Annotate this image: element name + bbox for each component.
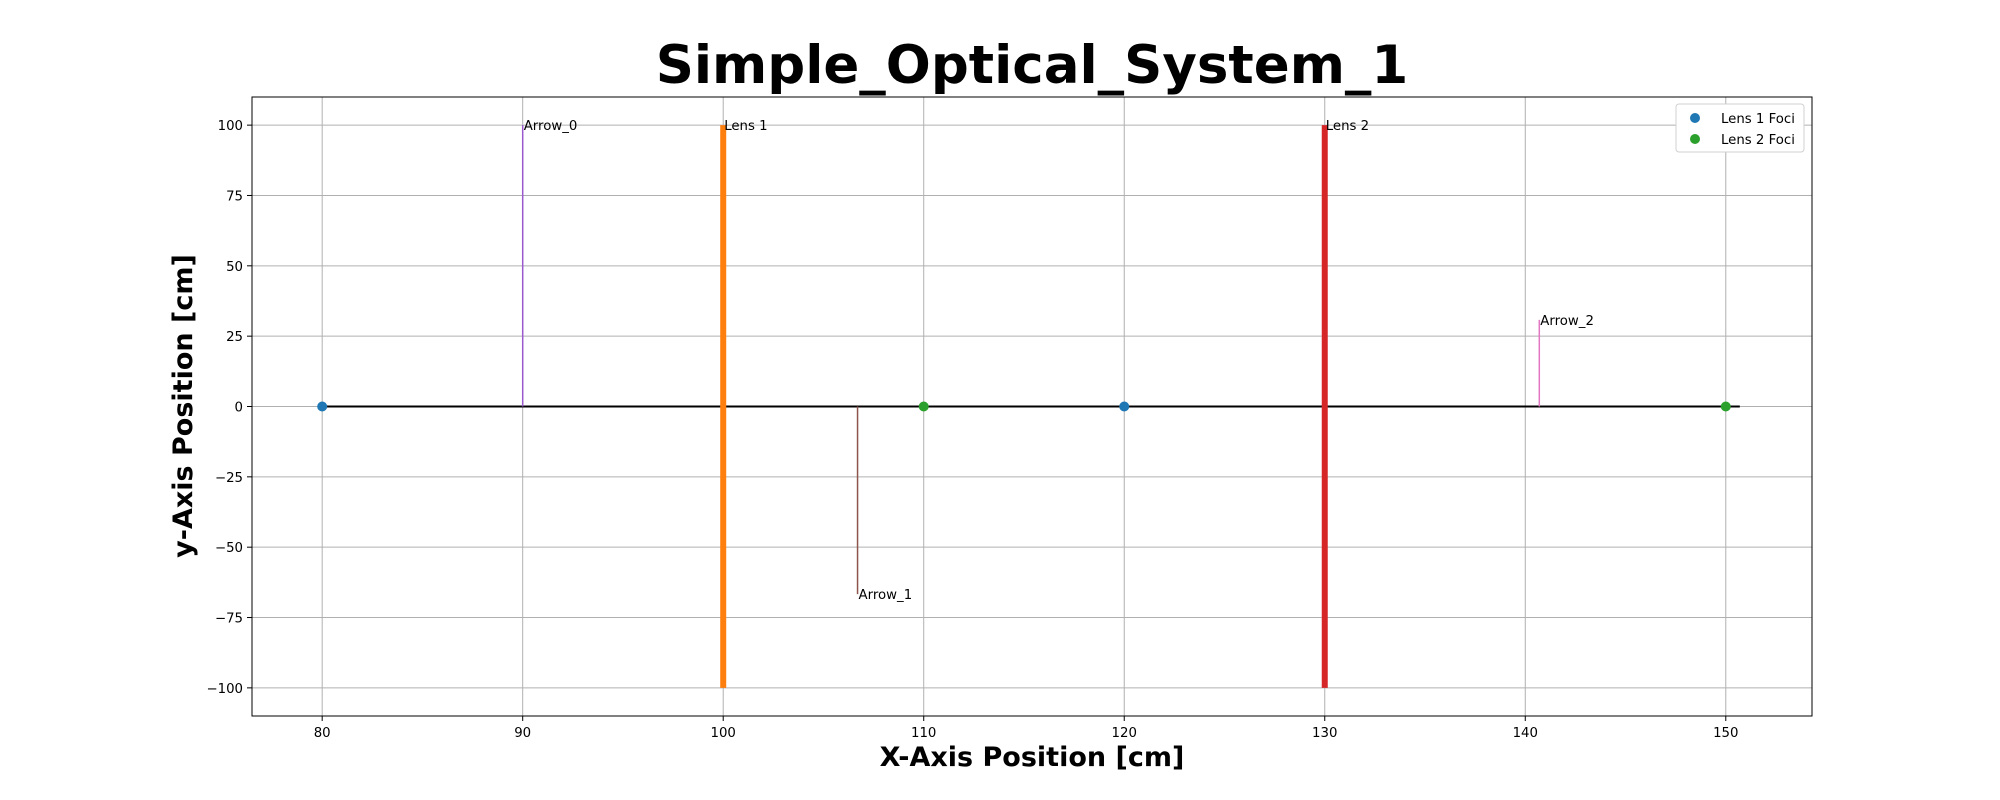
x-tick-label: 90	[514, 726, 531, 741]
element-annotation: Arrow_0	[524, 119, 578, 134]
element-annotation: Lens 2	[1326, 119, 1369, 134]
element-annotation: Arrow_1	[859, 588, 913, 603]
y-tick-label: 25	[226, 330, 243, 345]
y-tick-label: −100	[206, 682, 243, 697]
x-tick-label: 130	[1312, 726, 1337, 741]
legend-marker	[1690, 134, 1700, 144]
y-tick-label: −50	[215, 541, 243, 556]
focus-point	[1720, 401, 1731, 412]
element-annotation: Arrow_2	[1540, 314, 1594, 329]
plot-frame	[251, 96, 1813, 717]
legend-entry: Lens 1 Foci	[1721, 112, 1795, 127]
legend: Lens 1 Foci Lens 2 Foci	[1675, 103, 1805, 153]
focus-point	[317, 401, 328, 412]
optical-elements: Arrow_0 Lens 1 Arrow_1 Lens 2 Arrow_2	[521, 119, 1594, 688]
y-tick-label: 50	[226, 260, 243, 275]
x-tick-label: 80	[314, 726, 331, 741]
x-tick-label: 110	[911, 726, 936, 741]
x-tick-label: 100	[711, 726, 736, 741]
y-tick-label: 75	[226, 189, 243, 204]
legend-marker	[1690, 113, 1700, 123]
y-tick-label: 100	[218, 119, 243, 134]
chart-title: Simple_Optical_System_1	[656, 35, 1409, 96]
legend-box	[1675, 103, 1805, 153]
x-tick-label: 140	[1513, 726, 1538, 741]
y-axis-label: y-Axis Position [cm]	[168, 254, 199, 558]
axis-ticks: 80 90 100 110 120 130 140 150 100 75 50 25 0 −25 −50 −7…	[206, 119, 1738, 741]
x-tick-label: 150	[1713, 726, 1738, 741]
focus-point	[918, 401, 929, 412]
y-tick-label: 0	[235, 401, 243, 416]
legend-entry: Lens 2 Foci	[1721, 133, 1795, 148]
element-annotation: Lens 1	[724, 119, 767, 134]
foci-points	[317, 401, 1731, 412]
y-tick-label: −75	[215, 612, 243, 627]
y-tick-label: −25	[215, 471, 243, 486]
x-axis-label: X-Axis Position [cm]	[880, 742, 1185, 773]
x-tick-label: 120	[1112, 726, 1137, 741]
focus-point	[1119, 401, 1130, 412]
